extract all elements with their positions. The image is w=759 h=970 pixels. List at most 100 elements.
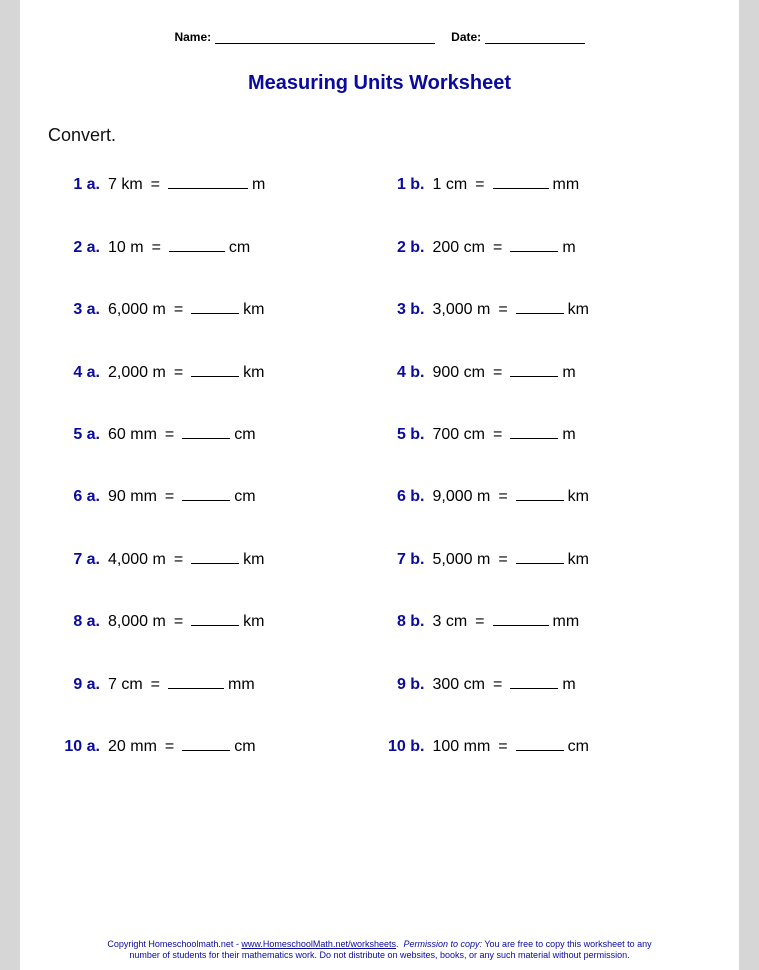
answer-blank[interactable]: [493, 611, 549, 626]
problem-label: 10 b.: [385, 738, 425, 756]
problem-value: 4,000 m: [108, 551, 166, 569]
problem-label: 1 a.: [60, 176, 100, 194]
answer-blank[interactable]: [510, 424, 558, 439]
answer-blank[interactable]: [191, 548, 239, 563]
problem-cell: 3 b.3,000 m = km: [385, 299, 710, 319]
answer-blank[interactable]: [516, 548, 564, 563]
target-unit: m: [252, 176, 265, 194]
problem-cell: 1 a.7 km = m: [60, 174, 385, 194]
problem-label: 1 b.: [385, 176, 425, 194]
problem-label: 9 a.: [60, 676, 100, 694]
problem-cell: 8 a.8,000 m = km: [60, 611, 385, 631]
equals-sign: =: [493, 676, 502, 694]
problem-cell: 7 a.4,000 m = km: [60, 548, 385, 568]
answer-blank[interactable]: [191, 361, 239, 376]
equals-sign: =: [498, 488, 507, 506]
problem-cell: 7 b.5,000 m = km: [385, 548, 710, 568]
equals-sign: =: [165, 738, 174, 756]
answer-blank[interactable]: [182, 424, 230, 439]
worksheet-page: Name: Date: Measuring Units Worksheet Co…: [20, 0, 739, 970]
date-label: Date:: [451, 30, 481, 44]
problem-cell: 4 a.2,000 m = km: [60, 361, 385, 381]
problem-cell: 6 a. 90 mm = cm: [60, 486, 385, 506]
target-unit: km: [243, 364, 264, 382]
problem-label: 7 a.: [60, 551, 100, 569]
answer-blank[interactable]: [516, 486, 564, 501]
problem-value: 3 cm: [433, 613, 468, 631]
footer-line1-rest: You are free to copy this worksheet to a…: [482, 939, 652, 949]
equals-sign: =: [498, 301, 507, 319]
target-unit: cm: [234, 426, 255, 444]
problem-label: 5 a.: [60, 426, 100, 444]
problem-row: 3 a.6,000 m = km3 b.3,000 m = km: [60, 299, 709, 319]
problem-cell: 9 a.7 cm = mm: [60, 673, 385, 693]
answer-blank[interactable]: [168, 174, 248, 189]
problem-cell: 5 a.60 mm = cm: [60, 424, 385, 444]
equals-sign: =: [165, 488, 174, 506]
instruction-text: Convert.: [48, 125, 719, 146]
problem-cell: 5 b.700 cm = m: [385, 424, 710, 444]
target-unit: km: [243, 301, 264, 319]
target-unit: cm: [234, 488, 255, 506]
answer-blank[interactable]: [510, 361, 558, 376]
answer-blank[interactable]: [168, 673, 224, 688]
problem-label: 2 a.: [60, 239, 100, 257]
target-unit: mm: [553, 613, 580, 631]
target-unit: km: [243, 613, 264, 631]
problem-cell: 6 b.9,000 m = km: [385, 486, 710, 506]
problem-row: 2 a.10 m = cm2 b.200 cm = m: [60, 236, 709, 256]
target-unit: mm: [553, 176, 580, 194]
problem-row: 5 a.60 mm = cm5 b.700 cm = m: [60, 424, 709, 444]
problem-value: 2,000 m: [108, 364, 166, 382]
equals-sign: =: [152, 239, 161, 257]
problem-row: 6 a. 90 mm = cm 6 b.9,000 m = km: [60, 486, 709, 506]
target-unit: cm: [568, 738, 589, 756]
answer-blank[interactable]: [191, 299, 239, 314]
problem-row: 9 a.7 cm = mm9 b.300 cm = m: [60, 673, 709, 693]
target-unit: m: [562, 364, 575, 382]
problem-cell: 1 b.1 cm = mm: [385, 174, 710, 194]
footer-permission-label: Permission to copy:: [404, 939, 483, 949]
answer-blank[interactable]: [191, 611, 239, 626]
answer-blank[interactable]: [510, 673, 558, 688]
target-unit: mm: [228, 676, 255, 694]
problem-label: 6 a.: [60, 488, 100, 506]
target-unit: km: [243, 551, 264, 569]
problem-value: 10 m: [108, 239, 144, 257]
target-unit: m: [562, 239, 575, 257]
problem-cell: 9 b.300 cm = m: [385, 673, 710, 693]
name-date-header: Name: Date:: [40, 30, 719, 44]
problems-grid: 1 a.7 km = m1 b.1 cm = mm2 a.10 m = cm2 …: [40, 174, 719, 756]
answer-blank[interactable]: [169, 236, 225, 251]
problem-label: 8 a.: [60, 613, 100, 631]
name-label: Name:: [174, 30, 211, 44]
problem-cell: 3 a.6,000 m = km: [60, 299, 385, 319]
answer-blank[interactable]: [493, 174, 549, 189]
equals-sign: =: [151, 676, 160, 694]
target-unit: km: [568, 301, 589, 319]
equals-sign: =: [493, 426, 502, 444]
problem-row: 4 a.2,000 m = km4 b.900 cm = m: [60, 361, 709, 381]
problem-value: 9,000 m: [433, 488, 491, 506]
footer-link[interactable]: www.HomeschoolMath.net/worksheets: [241, 939, 396, 949]
answer-blank[interactable]: [516, 736, 564, 751]
footer-prefix: Copyright Homeschoolmath.net -: [107, 939, 241, 949]
problem-label: 4 a.: [60, 364, 100, 382]
problem-value: 1 cm: [433, 176, 468, 194]
answer-blank[interactable]: [182, 736, 230, 751]
problem-cell: 10 a.20 mm = cm: [60, 736, 385, 756]
target-unit: m: [562, 426, 575, 444]
date-blank[interactable]: [485, 43, 585, 44]
name-blank[interactable]: [215, 43, 435, 44]
equals-sign: =: [493, 239, 502, 257]
answer-blank[interactable]: [510, 236, 558, 251]
answer-blank[interactable]: [516, 299, 564, 314]
problem-cell: 2 b.200 cm = m: [385, 236, 710, 256]
problem-cell: 4 b.900 cm = m: [385, 361, 710, 381]
problem-label: 7 b.: [385, 551, 425, 569]
target-unit: m: [562, 676, 575, 694]
target-unit: cm: [234, 738, 255, 756]
problem-value: 90 mm: [108, 488, 157, 506]
problem-value: 20 mm: [108, 738, 157, 756]
answer-blank[interactable]: [182, 486, 230, 501]
